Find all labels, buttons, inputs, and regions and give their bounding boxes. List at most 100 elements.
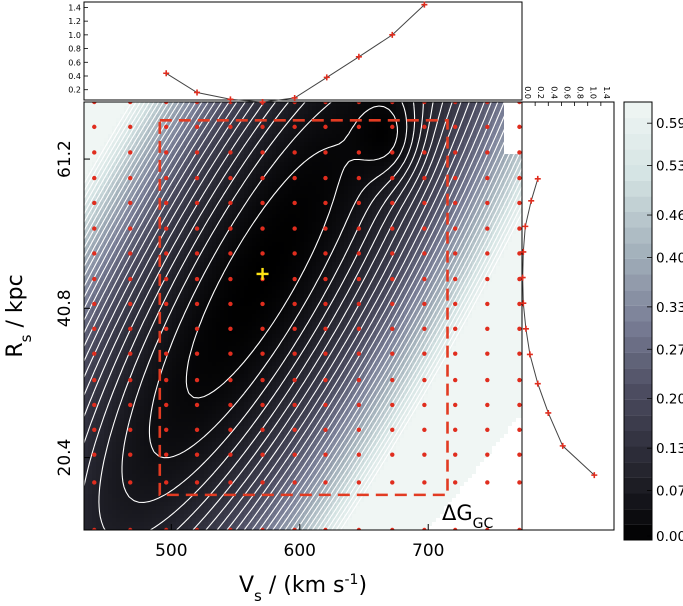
heat-cell <box>132 518 137 523</box>
heat-cell <box>96 250 101 255</box>
heat-cell <box>196 194 201 199</box>
heat-cell <box>172 262 177 267</box>
heat-cell <box>168 414 173 419</box>
heat-cell <box>112 202 117 207</box>
heat-cell <box>268 394 273 399</box>
heat-cell <box>264 510 269 515</box>
heat-cell <box>204 370 209 375</box>
heat-cell <box>248 266 253 271</box>
heat-cell <box>232 330 237 335</box>
heat-cell <box>88 410 93 415</box>
heat-cell <box>220 350 225 355</box>
heat-cell <box>224 262 229 267</box>
heat-cell <box>100 506 105 511</box>
heat-cell <box>232 282 237 287</box>
heat-cell <box>132 482 137 487</box>
heat-cell <box>248 114 253 119</box>
heat-cell <box>204 246 209 251</box>
heat-cell <box>132 282 137 287</box>
heat-cell <box>236 430 241 435</box>
heat-cell <box>108 194 113 199</box>
heat-cell <box>240 294 245 299</box>
heat-cell <box>176 470 181 475</box>
heat-cell <box>144 282 149 287</box>
heat-cell <box>196 458 201 463</box>
heat-cell <box>240 370 245 375</box>
heat-cell <box>116 414 121 419</box>
heat-cell <box>228 330 233 335</box>
heat-cell <box>136 162 141 167</box>
heat-cell <box>140 402 145 407</box>
heat-cell <box>244 362 249 367</box>
heat-cell <box>160 362 165 367</box>
heat-cell <box>188 522 193 527</box>
heat-cell <box>240 158 245 163</box>
heat-cell <box>236 370 241 375</box>
heat-cell <box>252 366 257 371</box>
heat-cell <box>232 438 237 443</box>
heat-cell <box>84 450 89 455</box>
heat-cell <box>156 510 161 515</box>
heat-cell <box>152 318 157 323</box>
heat-cell <box>192 342 197 347</box>
heat-cell <box>256 162 261 167</box>
heat-cell <box>132 362 137 367</box>
heat-cell <box>264 426 269 431</box>
heat-cell <box>100 206 105 211</box>
heat-cell <box>192 386 197 391</box>
heat-cell <box>232 410 237 415</box>
heat-cell <box>256 218 261 223</box>
heat-cell <box>180 154 185 159</box>
heat-cell <box>184 514 189 519</box>
heat-cell <box>112 162 117 167</box>
heat-cell <box>228 462 233 467</box>
heat-cell <box>88 214 93 219</box>
heat-cell <box>220 366 225 371</box>
heat-cell <box>164 254 169 259</box>
heat-cell <box>128 338 133 343</box>
heat-cell <box>248 138 253 143</box>
heat-cell <box>208 142 213 147</box>
heat-cell <box>136 430 141 435</box>
heat-cell <box>184 170 189 175</box>
heat-cell <box>180 486 185 491</box>
heat-cell <box>156 498 161 503</box>
heat-cell <box>176 298 181 303</box>
heat-cell <box>164 270 169 275</box>
heat-cell <box>168 282 173 287</box>
heat-cell <box>200 246 205 251</box>
heat-cell <box>160 386 165 391</box>
heat-cell <box>144 490 149 495</box>
heat-cell <box>260 246 265 251</box>
heat-cell <box>96 150 101 155</box>
heat-cell <box>228 490 233 495</box>
heat-cell <box>216 474 221 479</box>
heat-cell <box>260 158 265 163</box>
heat-cell <box>260 146 265 151</box>
heat-cell <box>260 294 265 299</box>
heat-cell <box>112 502 117 507</box>
heat-cell <box>200 258 205 263</box>
heat-cell <box>268 270 273 275</box>
heat-cell <box>140 246 145 251</box>
heat-cell <box>140 102 145 107</box>
heat-cell <box>240 266 245 271</box>
heat-cell <box>124 526 129 530</box>
heat-cell <box>228 214 233 219</box>
heat-cell <box>116 410 121 415</box>
heat-cell <box>84 442 89 447</box>
heat-cell <box>148 454 153 459</box>
heat-cell <box>244 438 249 443</box>
heat-cell <box>188 274 193 279</box>
heat-cell <box>244 398 249 403</box>
heat-cell <box>200 306 205 311</box>
heat-cell <box>160 334 165 339</box>
heat-cell <box>168 358 173 363</box>
heat-cell <box>128 322 133 327</box>
heat-cell <box>216 478 221 483</box>
heat-cell <box>176 386 181 391</box>
heat-cell <box>220 266 225 271</box>
heat-cell <box>172 338 177 343</box>
heat-cell <box>84 422 89 427</box>
